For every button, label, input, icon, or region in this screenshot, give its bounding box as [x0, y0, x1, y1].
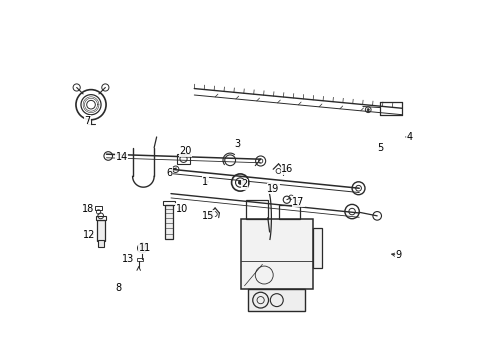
Text: 1: 1: [202, 177, 208, 187]
Text: 16: 16: [281, 164, 293, 174]
Text: 15: 15: [202, 211, 214, 221]
Circle shape: [238, 181, 242, 184]
Text: 4: 4: [406, 132, 412, 142]
Bar: [278, 205, 300, 220]
Bar: [247, 289, 305, 311]
Bar: [97, 220, 104, 241]
Text: 6: 6: [166, 168, 172, 178]
Text: 18: 18: [82, 204, 94, 215]
Bar: [241, 220, 312, 289]
Bar: [163, 201, 175, 205]
Text: 8: 8: [115, 283, 121, 293]
Bar: [95, 206, 102, 211]
Bar: [137, 258, 143, 261]
Text: 9: 9: [395, 250, 401, 260]
Bar: [177, 154, 190, 164]
Bar: [164, 205, 173, 239]
Bar: [312, 228, 321, 268]
Text: 20: 20: [179, 146, 191, 156]
Text: 5: 5: [377, 143, 383, 153]
Text: 17: 17: [291, 197, 304, 207]
Text: 12: 12: [82, 230, 95, 239]
Circle shape: [140, 246, 144, 251]
Text: 2: 2: [241, 179, 247, 189]
Text: 13: 13: [122, 254, 134, 264]
Bar: [246, 200, 267, 220]
Text: 19: 19: [266, 184, 279, 194]
Text: 14: 14: [116, 152, 128, 162]
Text: 7: 7: [84, 116, 90, 126]
Bar: [98, 240, 104, 247]
Text: 3: 3: [234, 139, 240, 149]
Text: 11: 11: [139, 243, 151, 253]
Bar: [96, 216, 105, 220]
Circle shape: [366, 109, 368, 111]
Text: 10: 10: [175, 204, 187, 214]
